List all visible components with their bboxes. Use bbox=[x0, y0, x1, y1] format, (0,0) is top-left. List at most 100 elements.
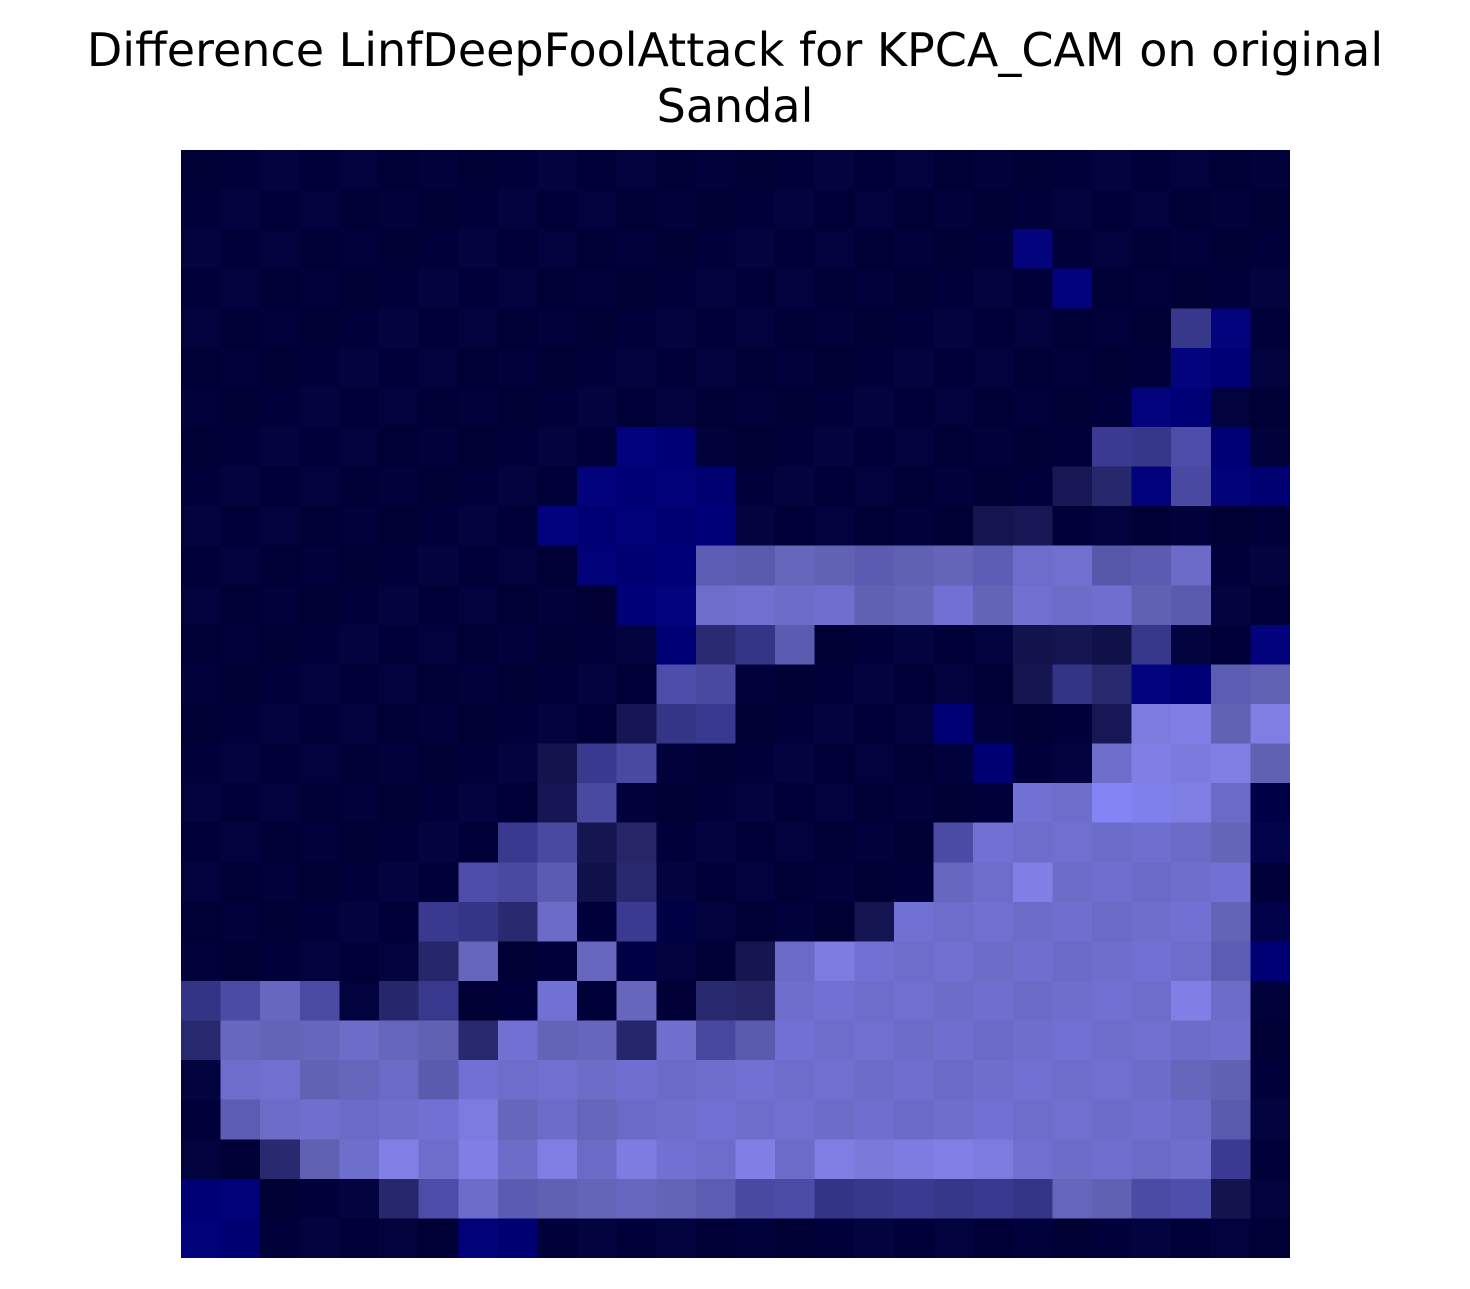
pixel-cell bbox=[260, 743, 301, 784]
pixel-cell bbox=[735, 189, 776, 230]
pixel-cell bbox=[695, 743, 737, 784]
pixel-cell bbox=[260, 466, 301, 507]
pixel-cell bbox=[497, 743, 539, 784]
pixel-cell bbox=[577, 506, 618, 547]
pixel-cell bbox=[695, 268, 737, 310]
pixel-cell bbox=[656, 347, 697, 389]
pixel-cell bbox=[299, 783, 341, 824]
pixel-cell bbox=[577, 1218, 618, 1258]
pixel-cell bbox=[1171, 783, 1212, 824]
pixel-cell bbox=[181, 743, 222, 784]
pixel-cell bbox=[1171, 704, 1212, 745]
pixel-cell bbox=[181, 229, 222, 270]
pixel-cell bbox=[220, 545, 262, 587]
pixel-cell bbox=[1250, 150, 1290, 191]
pixel-cell bbox=[893, 308, 935, 349]
pixel-cell bbox=[458, 1099, 499, 1141]
pixel-cell bbox=[497, 704, 539, 745]
pixel-cell bbox=[1012, 268, 1054, 310]
pixel-cell bbox=[220, 981, 262, 1022]
pixel-cell bbox=[260, 862, 301, 903]
pixel-cell bbox=[893, 387, 935, 428]
pixel-cell bbox=[577, 585, 618, 626]
pixel-cell bbox=[893, 1020, 935, 1061]
pixel-cell bbox=[814, 1218, 856, 1258]
pixel-cell bbox=[537, 941, 578, 982]
pixel-cell bbox=[458, 981, 499, 1022]
pixel-cell bbox=[1250, 783, 1290, 824]
pixel-cell bbox=[577, 268, 618, 310]
pixel-cell bbox=[379, 347, 420, 389]
pixel-cell bbox=[893, 427, 935, 468]
pixel-cell bbox=[814, 743, 856, 784]
pixel-cell bbox=[339, 783, 380, 824]
pixel-cell bbox=[616, 347, 658, 389]
pixel-cell bbox=[260, 1060, 301, 1101]
pixel-cell bbox=[973, 981, 1014, 1022]
pixel-cell bbox=[1052, 901, 1093, 943]
pixel-cell bbox=[1091, 427, 1133, 468]
pixel-cell bbox=[497, 1139, 539, 1180]
pixel-cell bbox=[1210, 941, 1252, 982]
pixel-cell bbox=[537, 189, 578, 230]
pixel-cell bbox=[181, 862, 222, 903]
pixel-cell bbox=[339, 1139, 380, 1180]
pixel-cell bbox=[1250, 585, 1290, 626]
pixel-cell bbox=[537, 229, 578, 270]
pixel-cell bbox=[1250, 1020, 1290, 1061]
pixel-cell bbox=[181, 308, 222, 349]
pixel-cell bbox=[1131, 743, 1172, 784]
pixel-cell bbox=[735, 308, 776, 349]
pixel-cell bbox=[1210, 1020, 1252, 1061]
pixel-cell bbox=[656, 1218, 697, 1258]
pixel-cell bbox=[497, 466, 539, 507]
pixel-cell bbox=[458, 664, 499, 705]
pixel-cell bbox=[1250, 822, 1290, 864]
pixel-cell bbox=[1250, 862, 1290, 903]
title-line-2: Sandal bbox=[656, 79, 814, 133]
pixel-cell bbox=[1012, 981, 1054, 1022]
pixel-cell bbox=[735, 427, 776, 468]
pixel-cell bbox=[1052, 1139, 1093, 1180]
pixel-cell bbox=[260, 783, 301, 824]
pixel-cell bbox=[775, 743, 816, 784]
pixel-cell bbox=[379, 1060, 420, 1101]
pixel-cell bbox=[181, 427, 222, 468]
pixel-cell bbox=[339, 229, 380, 270]
pixel-cell bbox=[616, 1139, 658, 1180]
pixel-cell bbox=[458, 1139, 499, 1180]
pixel-cell bbox=[260, 347, 301, 389]
pixel-cell bbox=[735, 585, 776, 626]
pixel-cell bbox=[379, 466, 420, 507]
pixel-cell bbox=[577, 466, 618, 507]
pixel-cell bbox=[379, 743, 420, 784]
pixel-cell bbox=[299, 466, 341, 507]
pixel-cell bbox=[379, 1099, 420, 1141]
pixel-cell bbox=[260, 1020, 301, 1061]
pixel-cell bbox=[616, 229, 658, 270]
pixel-cell bbox=[1052, 1060, 1093, 1101]
pixel-cell bbox=[458, 1060, 499, 1101]
pixel-cell bbox=[814, 1099, 856, 1141]
pixel-cell bbox=[1210, 427, 1252, 468]
pixel-cell bbox=[1210, 704, 1252, 745]
pixel-cell bbox=[1210, 624, 1252, 666]
pixel-cell bbox=[656, 150, 697, 191]
pixel-cell bbox=[418, 545, 460, 587]
pixel-cell bbox=[458, 229, 499, 270]
pixel-cell bbox=[181, 1060, 222, 1101]
pixel-cell bbox=[893, 624, 935, 666]
pixel-cell bbox=[379, 981, 420, 1022]
pixel-cell bbox=[1250, 347, 1290, 389]
pixel-cell bbox=[656, 268, 697, 310]
pixel-cell bbox=[1250, 1139, 1290, 1180]
pixel-cell bbox=[973, 545, 1014, 587]
pixel-cell bbox=[1250, 427, 1290, 468]
pixel-cell bbox=[1012, 1178, 1054, 1220]
pixel-cell bbox=[418, 506, 460, 547]
pixel-cell bbox=[1171, 1178, 1212, 1220]
pixel-cell bbox=[1210, 664, 1252, 705]
pixel-cell bbox=[616, 268, 658, 310]
pixel-cell bbox=[1012, 466, 1054, 507]
pixel-cell bbox=[1012, 1060, 1054, 1101]
